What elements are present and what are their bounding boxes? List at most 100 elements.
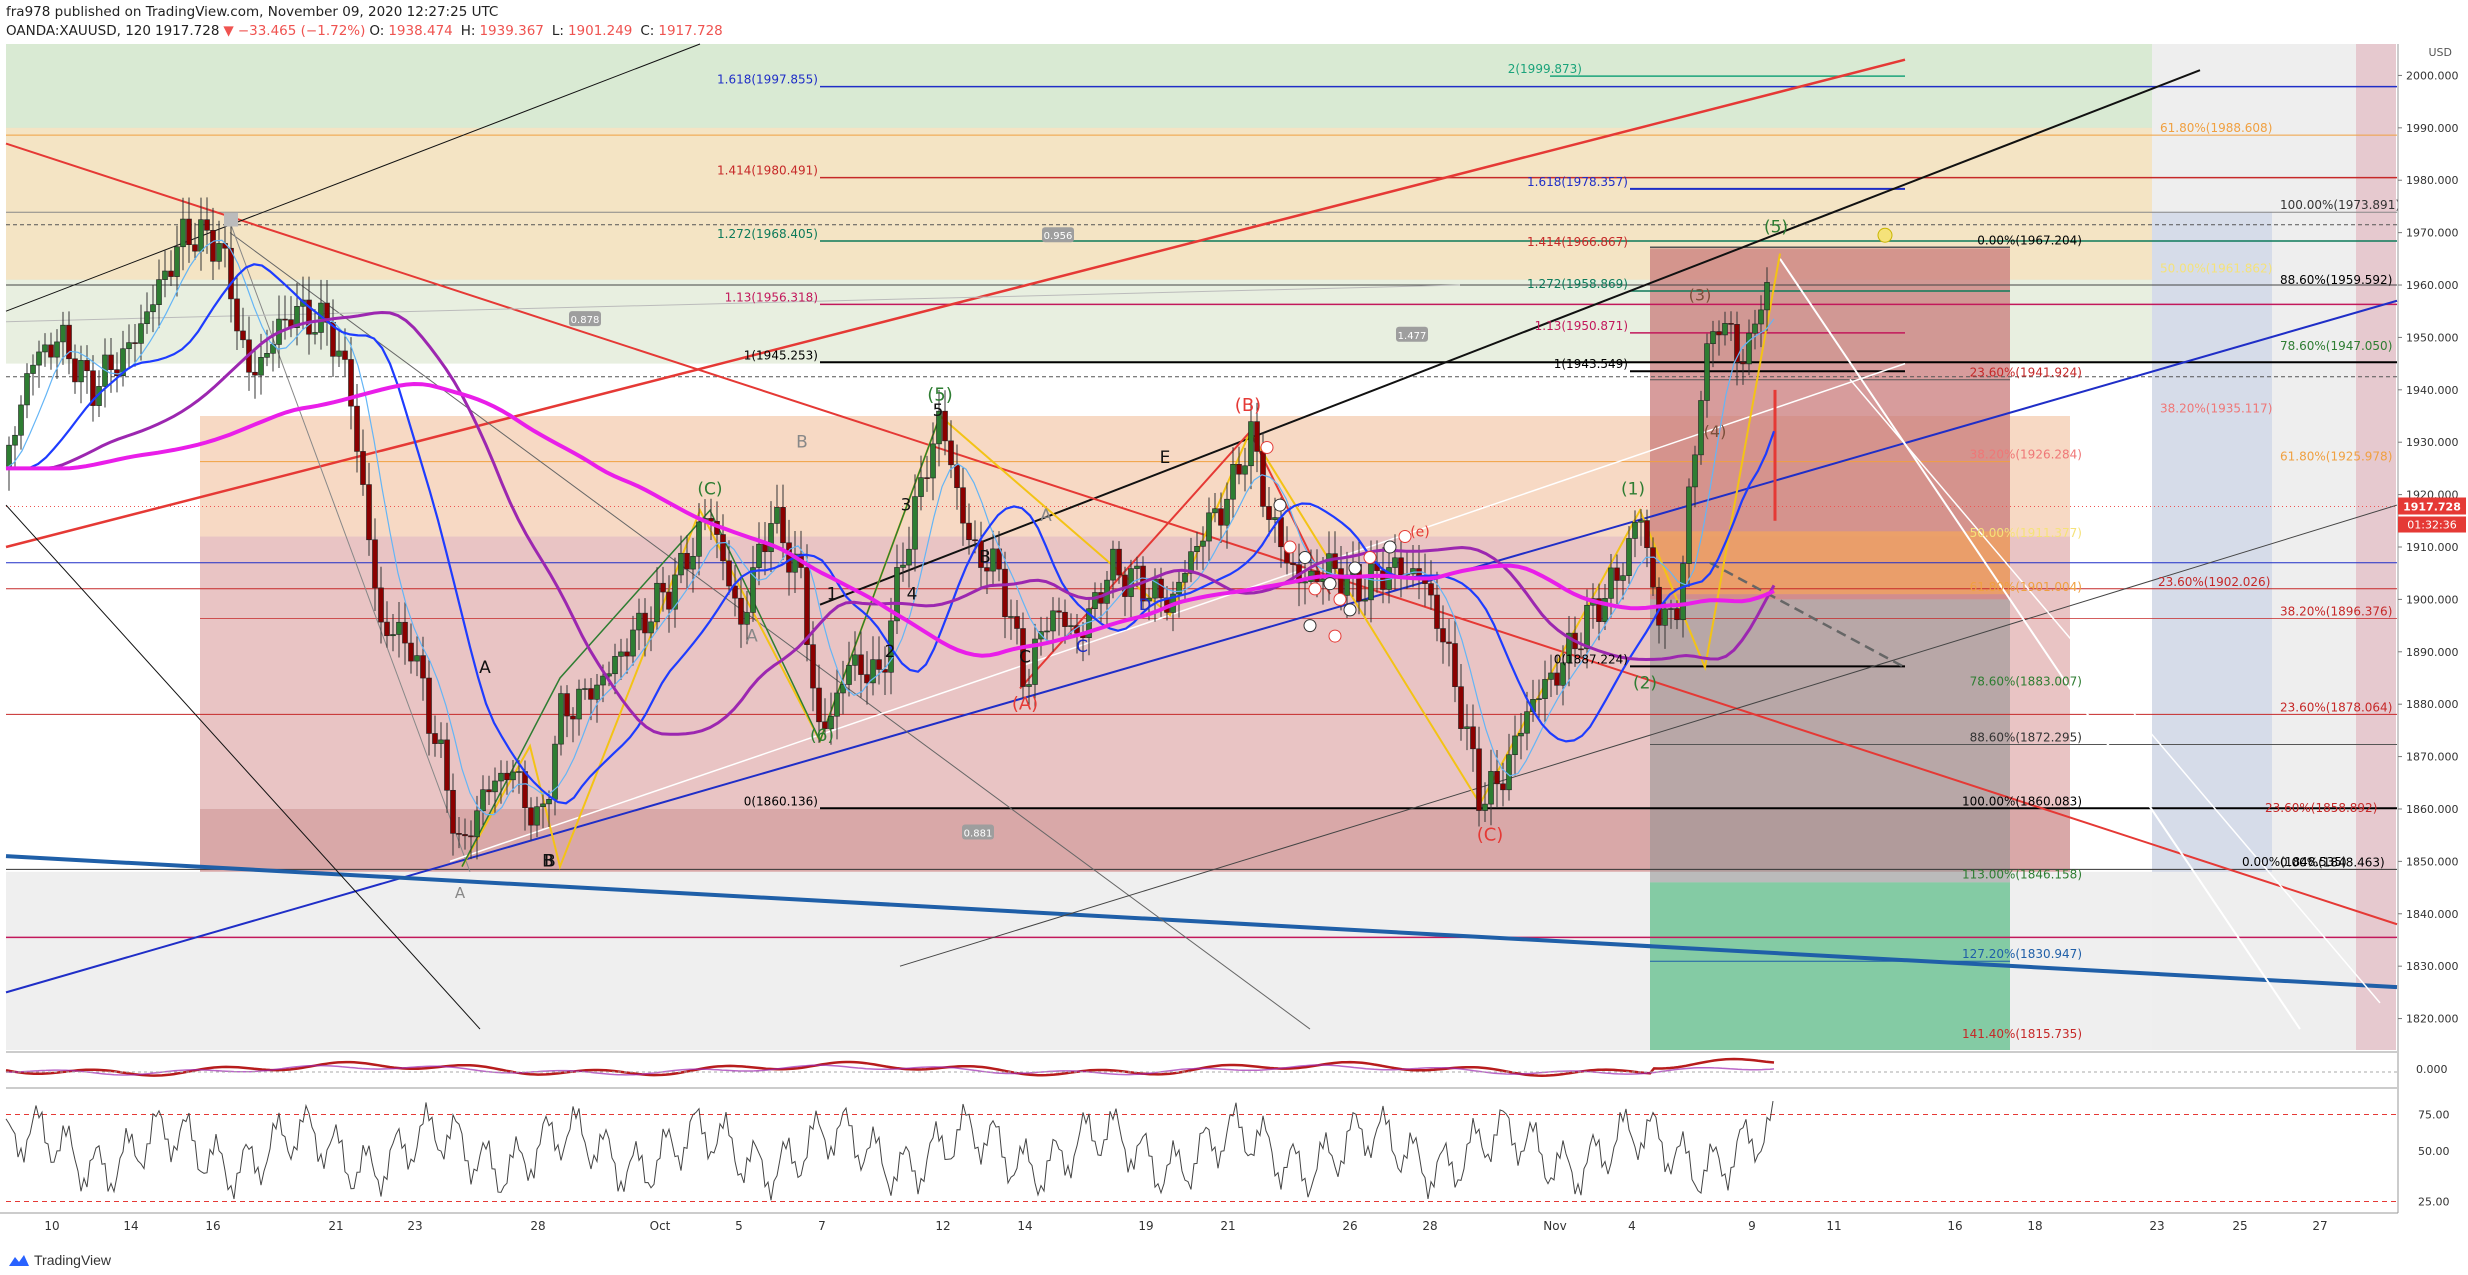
- fib-labels: 2(1999.873) 1.618(1997.855) 61.80%(1988.60…: [717, 62, 2400, 1041]
- price-tick-label: 1910.000: [2406, 541, 2459, 554]
- candle: [900, 564, 906, 568]
- last-price: 1917.728: [155, 23, 220, 39]
- candle: [1428, 583, 1434, 596]
- brand-name[interactable]: TradingView: [34, 1252, 112, 1268]
- candle: [1674, 608, 1680, 621]
- price-tick-label: 1870.000: [2406, 751, 2459, 764]
- price-tick-label: 2000.000: [2406, 69, 2459, 82]
- candle: [1278, 517, 1284, 548]
- price-tick-label: 1830.000: [2406, 960, 2459, 973]
- fib-level-label: 1.13(1950.871): [1535, 319, 1628, 333]
- ma-purple: [6, 310, 1776, 736]
- wave-label: D: [1139, 595, 1151, 614]
- candle: [1128, 568, 1134, 597]
- candle: [1668, 608, 1674, 610]
- candle: [1260, 451, 1266, 507]
- candle: [408, 642, 414, 662]
- candle: [54, 341, 60, 358]
- ema-light: [5, 239, 1775, 816]
- ohlc-legend: OANDA:XAUUSD, 120 1917.728 ▼ −33.465 (−1.72…: [6, 23, 731, 39]
- candle: [1116, 548, 1122, 576]
- zone-pink-right: [2356, 44, 2396, 1050]
- wave-label: (5): [927, 384, 953, 405]
- candle: [1434, 594, 1440, 629]
- candle: [510, 771, 516, 781]
- fib-level-label: 0(1860.136): [744, 794, 818, 808]
- fib-level-label: 1(1943.549): [1554, 357, 1628, 371]
- time-tick-label: 19: [1138, 1219, 1153, 1233]
- price-tick-label: 1990.000: [2406, 122, 2459, 135]
- candle: [312, 332, 318, 335]
- wave-label: E: [1160, 448, 1171, 468]
- candle: [780, 507, 786, 544]
- candle: [540, 803, 546, 808]
- trend-line: [1849, 378, 2381, 1004]
- candle: [810, 644, 816, 689]
- candle: [1302, 581, 1308, 584]
- candle: [1254, 421, 1260, 452]
- candle: [636, 612, 642, 631]
- candle: [972, 539, 978, 542]
- candle: [936, 410, 942, 445]
- candle: [204, 219, 210, 231]
- time-tick-label: 27: [2312, 1219, 2327, 1233]
- publish-info: fra978 published on TradingView.com, Nov…: [6, 4, 499, 20]
- subwave-marker: [1333, 592, 1347, 606]
- fib-level-label: 127.20%(1830.947): [1962, 947, 2082, 961]
- candle: [966, 522, 972, 541]
- trend-line: [229, 221, 471, 873]
- candle: [834, 692, 840, 717]
- wave-label: B: [542, 852, 554, 872]
- fib-level-label: 141.40%(1815.735): [1962, 1027, 2082, 1041]
- candle: [1248, 421, 1254, 467]
- candle: [156, 279, 162, 305]
- low-label: L:: [551, 23, 564, 39]
- candle: [630, 629, 636, 657]
- tradingview-logo-icon[interactable]: [8, 1252, 30, 1268]
- ratio-badge: [962, 824, 994, 840]
- candle: [30, 364, 36, 374]
- symbol-label[interactable]: OANDA:XAUUSD, 120: [6, 23, 151, 39]
- candle: [390, 634, 396, 637]
- green-wave-path: [461, 415, 941, 867]
- candle: [1578, 648, 1584, 651]
- wave-label: 2: [885, 642, 896, 662]
- candle: [1680, 563, 1686, 621]
- wave-labels: (5) (C) (B) (A) (1) (2) (3) (4) (5) (C) (e) A B C D E 1 2…: [455, 218, 1788, 902]
- time-tick-label: 26: [1342, 1219, 1357, 1233]
- candle: [1110, 548, 1116, 581]
- candle: [1290, 562, 1296, 565]
- candle: [618, 651, 624, 657]
- wave-label: 5: [933, 401, 944, 421]
- candle: [1698, 400, 1704, 456]
- price-tick-label: 1880.000: [2406, 698, 2459, 711]
- oscillator-line: [5, 1057, 1775, 1077]
- candle: [858, 654, 864, 675]
- candle: [744, 612, 750, 625]
- fib-level-label: 50.00%(1961.862): [2160, 261, 2272, 275]
- candle: [948, 440, 954, 466]
- candle: [1704, 343, 1710, 401]
- subwave-marker: [1308, 582, 1322, 596]
- rsi-tick-label: 50.00: [2418, 1145, 2450, 1158]
- candle: [870, 659, 876, 684]
- fib-level-label: 0(1887.224): [1554, 652, 1628, 666]
- time-tick-label: 12: [935, 1219, 950, 1233]
- projection-line: [1709, 561, 1906, 669]
- fib-level-label: 38.20%(1896.376): [2280, 604, 2392, 618]
- candle: [1026, 684, 1032, 687]
- candle: [420, 655, 426, 679]
- candle: [66, 324, 72, 360]
- time-tick-label: 4: [1628, 1219, 1636, 1233]
- candle: [1482, 803, 1488, 811]
- candle: [180, 218, 186, 248]
- currency-label: USD: [2428, 46, 2452, 59]
- candle: [234, 298, 240, 332]
- rsi-tick-label: 25.00: [2418, 1196, 2450, 1209]
- subwave-marker: [1398, 530, 1412, 544]
- subwave-marker: [1283, 540, 1297, 554]
- candle: [1692, 454, 1698, 488]
- candle: [768, 523, 774, 553]
- candle: [1338, 568, 1344, 596]
